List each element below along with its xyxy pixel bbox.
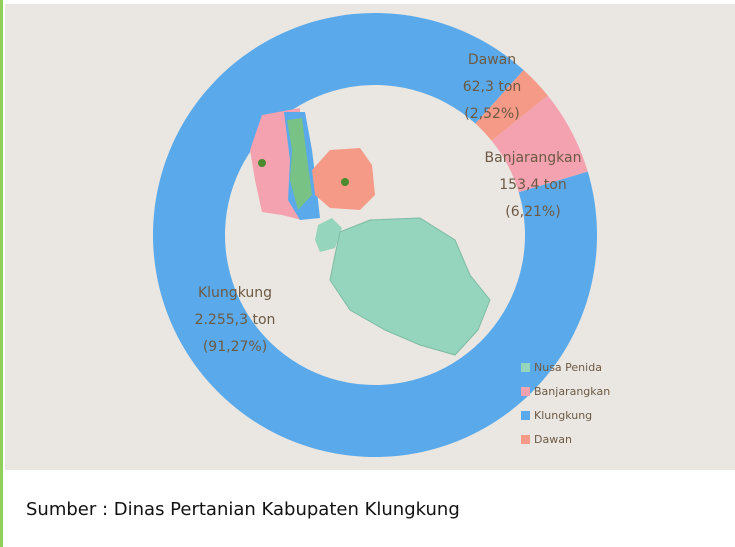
segment-name: Klungkung: [198, 285, 272, 301]
map-region: [287, 118, 312, 210]
legend-swatch: [521, 411, 530, 420]
segment-value: 2.255,3 ton: [195, 312, 276, 328]
source-note: Sumber : Dinas Pertanian Kabupaten Klung…: [26, 499, 460, 520]
segment-name: Dawan: [468, 52, 516, 68]
legend-swatch: [521, 435, 530, 444]
left-border: [0, 0, 3, 547]
segment-value: 62,3 ton: [463, 79, 522, 95]
map-region: [329, 217, 491, 356]
segment-percent: (2,52%): [464, 106, 519, 122]
segment-name: Banjarangkan: [485, 150, 582, 166]
legend-label: Banjarangkan: [534, 385, 610, 398]
legend-label: Nusa Penida: [534, 361, 602, 374]
map: [250, 108, 491, 356]
legend-label: Klungkung: [534, 409, 592, 422]
segment-value: 153,4 ton: [499, 177, 566, 193]
legend-swatch: [521, 363, 530, 372]
legend-swatch: [521, 387, 530, 396]
map-region: [315, 218, 342, 252]
segment-percent: (6,21%): [505, 204, 560, 220]
map-marker: [341, 178, 349, 186]
segment-percent: (91,27%): [203, 339, 267, 355]
legend-label: Dawan: [534, 433, 572, 446]
donut-segment: [475, 70, 548, 141]
map-marker: [258, 159, 266, 167]
donut-segment: [491, 95, 588, 193]
